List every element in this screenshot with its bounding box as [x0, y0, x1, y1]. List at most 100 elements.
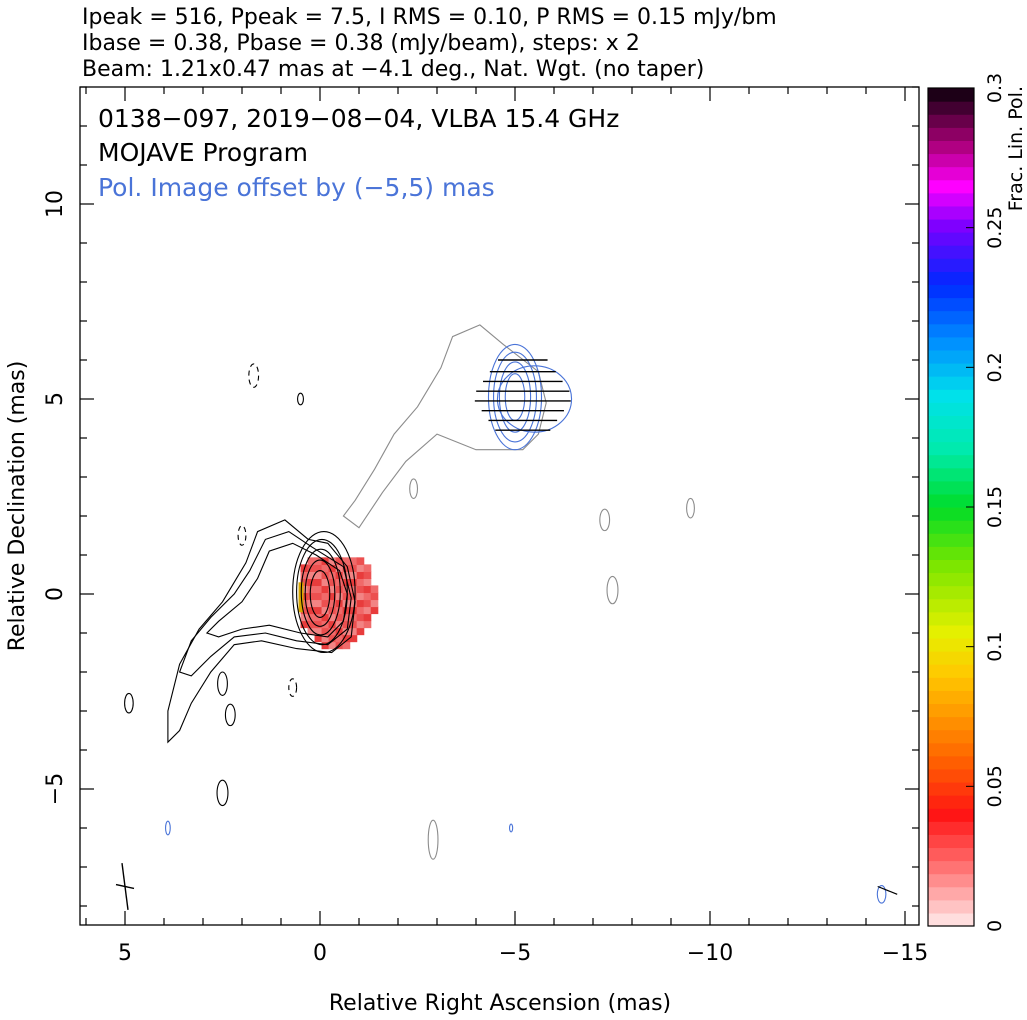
- frac-pol-pixel: [328, 557, 337, 565]
- colorbar-band: [928, 821, 974, 835]
- stokes-i-core-contour: [304, 559, 336, 627]
- frac-pol-pixel: [328, 564, 337, 572]
- colorbar-band: [928, 127, 974, 141]
- stokes-i-contour: [167, 519, 356, 744]
- frac-pol-pixel: [356, 606, 365, 615]
- colorbar-band: [928, 899, 974, 914]
- plot-title: 0138−097, 2019−08−04, VLBA 15.4 GHz: [98, 104, 619, 133]
- y-tick-label: 10: [43, 190, 68, 218]
- frac-pol-pixel: [342, 564, 351, 572]
- frac-pol-pixel: [321, 627, 330, 636]
- stokes-i-island: [124, 692, 134, 714]
- frac-pol-pixel: [328, 613, 337, 622]
- frac-pol-pixel: [356, 613, 365, 622]
- colorbar-band: [928, 742, 974, 757]
- colorbar-band: [928, 690, 974, 705]
- frac-pol-pixel: [321, 585, 330, 594]
- stokes-i-island: [297, 392, 304, 406]
- header-line-3: Beam: 1.21x0.47 mas at −4.1 deg., Nat. W…: [82, 57, 704, 82]
- frac-pol-pixel: [314, 564, 323, 572]
- frac-pol-pixel: [335, 613, 344, 622]
- x-tick-label: 5: [118, 941, 132, 966]
- plot-subtitle: MOJAVE Program: [98, 138, 308, 167]
- frac-pol-pixel: [300, 620, 309, 629]
- colorbar-band: [928, 376, 974, 390]
- frac-pol-pixel: [300, 592, 309, 601]
- colorbar: [928, 88, 974, 927]
- stokes-i-core-contour: [309, 570, 331, 618]
- frac-pol-pixel: [356, 592, 365, 601]
- frac-pol-pixel: [349, 599, 358, 608]
- stokes-i-island: [217, 671, 228, 696]
- colorbar-band: [928, 677, 974, 691]
- stokes-i-core-contour: [292, 531, 356, 654]
- frac-pol-pixel: [300, 578, 309, 587]
- colorbar-band: [928, 245, 974, 259]
- colorbar-band: [928, 703, 974, 718]
- colorbar-band: [928, 493, 974, 508]
- colorbar-band: [928, 729, 974, 744]
- frac-pol-pixel: [363, 578, 372, 587]
- frac-pol-pixel: [307, 627, 316, 636]
- frac-pol-pixel: [356, 627, 365, 636]
- frac-pol-pixel: [300, 585, 309, 594]
- colorbar-band: [928, 834, 974, 849]
- plot-content: [115, 324, 898, 910]
- frac-pol-pixel: [335, 606, 344, 615]
- frac-pol-pixel: [363, 606, 372, 615]
- frac-pol-pixel: [335, 557, 344, 565]
- frac-pol-pixel: [342, 641, 351, 650]
- x-tick-label: 0: [313, 941, 327, 966]
- colorbar-band: [928, 88, 974, 102]
- colorbar-band: [928, 520, 974, 534]
- stokes-i-core-contour: [300, 548, 341, 636]
- stokes-i-contour: [178, 530, 352, 677]
- colorbar-band: [928, 454, 974, 469]
- x-axis-label: Relative Right Ascension (mas): [329, 991, 671, 1016]
- colorbar-tick-label: 0.1: [984, 632, 1006, 662]
- colorbar-band: [928, 768, 974, 783]
- colorbar-tick-label: 0.3: [984, 73, 1006, 103]
- frac-pol-pixel: [342, 627, 351, 636]
- frac-pol-pixel: [314, 634, 323, 643]
- x-tick-label: −5: [499, 941, 531, 966]
- pol-intensity-contour: [492, 351, 537, 443]
- frac-pol-pixel: [300, 571, 309, 579]
- frac-pol-pixel: [314, 585, 323, 594]
- y-tick-label: 5: [43, 392, 68, 406]
- frac-pol-pixel: [335, 585, 344, 594]
- frac-pol-pixel: [328, 599, 337, 608]
- colorbar-band: [928, 441, 974, 456]
- colorbar-band: [928, 205, 974, 220]
- frac-pol-pixel: [307, 564, 316, 572]
- frac-pol-pixel: [314, 571, 323, 579]
- colorbar-band: [928, 598, 974, 613]
- frac-pol-pixel: [370, 592, 379, 601]
- colorbar-band: [928, 559, 974, 574]
- colorbar-tick-label: 0.15: [984, 486, 1006, 528]
- frac-pol-pixel: [356, 620, 365, 629]
- pol-image-island: [599, 508, 611, 532]
- frac-pol-pixel: [328, 620, 337, 629]
- stokes-i-contour: [205, 542, 348, 638]
- colorbar-tick-label: 0.25: [984, 207, 1006, 249]
- colorbar-band: [928, 415, 974, 430]
- frac-pol-pixel: [314, 557, 323, 565]
- frac-pol-pixel: [314, 620, 323, 629]
- frac-pol-pixel: [307, 592, 316, 601]
- colorbar-band: [928, 153, 974, 168]
- colorbar-band: [928, 297, 974, 312]
- beam-minor-axis: [115, 883, 135, 890]
- pol-image-contour: [342, 324, 547, 529]
- colorbar-band: [928, 912, 974, 927]
- colorbar-band: [928, 546, 974, 560]
- frac-pol-pixel: [328, 585, 337, 594]
- colorbar-band: [928, 101, 974, 115]
- frac-pol-pixel: [307, 585, 316, 594]
- pol-intensity-island: [165, 820, 171, 836]
- colorbar-band: [928, 886, 974, 901]
- frac-pol-pixel: [314, 578, 323, 587]
- colorbar-band: [928, 808, 974, 822]
- frac-pol-pixel: [349, 557, 358, 565]
- frac-pol-pixel: [321, 578, 330, 587]
